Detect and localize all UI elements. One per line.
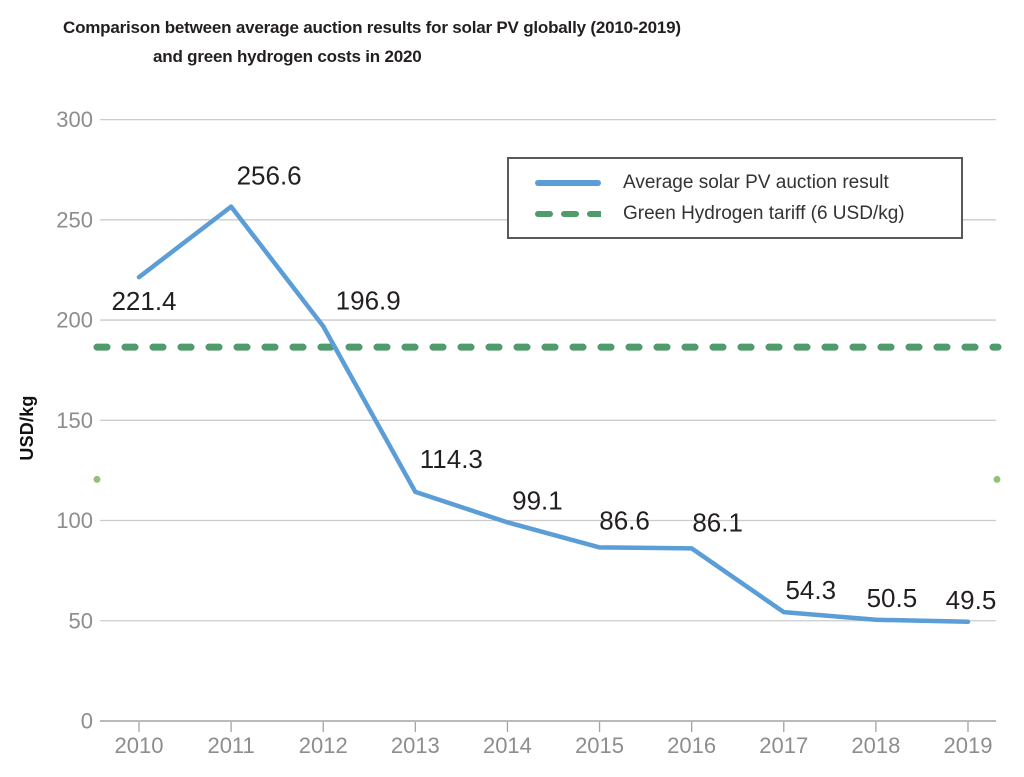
data-label-2014: 99.1 <box>512 485 563 515</box>
y-tick-label-150: 150 <box>56 408 93 433</box>
x-tick-label-2014: 2014 <box>483 733 532 758</box>
dashed-line-swatch-icon <box>535 210 601 217</box>
data-label-2017: 54.3 <box>785 575 836 605</box>
data-label-2011: 256.6 <box>237 161 302 191</box>
y-tick-label-300: 300 <box>56 107 93 132</box>
legend-label-solar: Average solar PV auction result <box>623 171 889 193</box>
x-tick-label-2011: 2011 <box>207 733 254 758</box>
x-tick-label-2016: 2016 <box>667 733 716 758</box>
data-label-2013: 114.3 <box>420 444 483 474</box>
x-tick-label-2018: 2018 <box>851 733 900 758</box>
x-tick-label-2019: 2019 <box>944 733 993 758</box>
x-tick-label-2017: 2017 <box>759 733 808 758</box>
data-label-2016: 86.1 <box>692 507 743 537</box>
edge-dot-right <box>993 475 1001 483</box>
solar-pv-line <box>136 204 971 625</box>
x-tick-label-2010: 2010 <box>115 733 164 758</box>
solid-line-swatch-icon <box>535 179 601 186</box>
chart-title-line2: and green hydrogen costs in 2020 <box>153 47 422 66</box>
edge-dot-left <box>93 475 101 483</box>
legend-item-hydrogen: Green Hydrogen tariff (6 USD/kg) <box>535 203 961 225</box>
data-label-2010: 221.4 <box>111 286 176 316</box>
data-label-2019: 49.5 <box>946 585 997 615</box>
legend-item-solar: Average solar PV auction result <box>535 172 961 194</box>
y-tick-label-200: 200 <box>56 308 93 333</box>
y-tick-label-0: 0 <box>81 709 93 734</box>
legend: Average solar PV auction result Green Hy… <box>507 157 963 239</box>
y-tick-label-250: 250 <box>56 207 93 232</box>
legend-label-hydrogen: Green Hydrogen tariff (6 USD/kg) <box>623 202 905 224</box>
y-tick-label-100: 100 <box>56 508 93 533</box>
y-tick-label-50: 50 <box>69 608 93 633</box>
x-tick-label-2012: 2012 <box>299 733 348 758</box>
x-tick-label-2013: 2013 <box>391 733 440 758</box>
data-label-2012: 196.9 <box>336 285 401 315</box>
chart-title-line1: Comparison between average auction resul… <box>63 18 681 37</box>
data-label-2015: 86.6 <box>599 505 650 535</box>
x-tick-label-2015: 2015 <box>575 733 624 758</box>
data-label-2018: 50.5 <box>867 583 918 613</box>
